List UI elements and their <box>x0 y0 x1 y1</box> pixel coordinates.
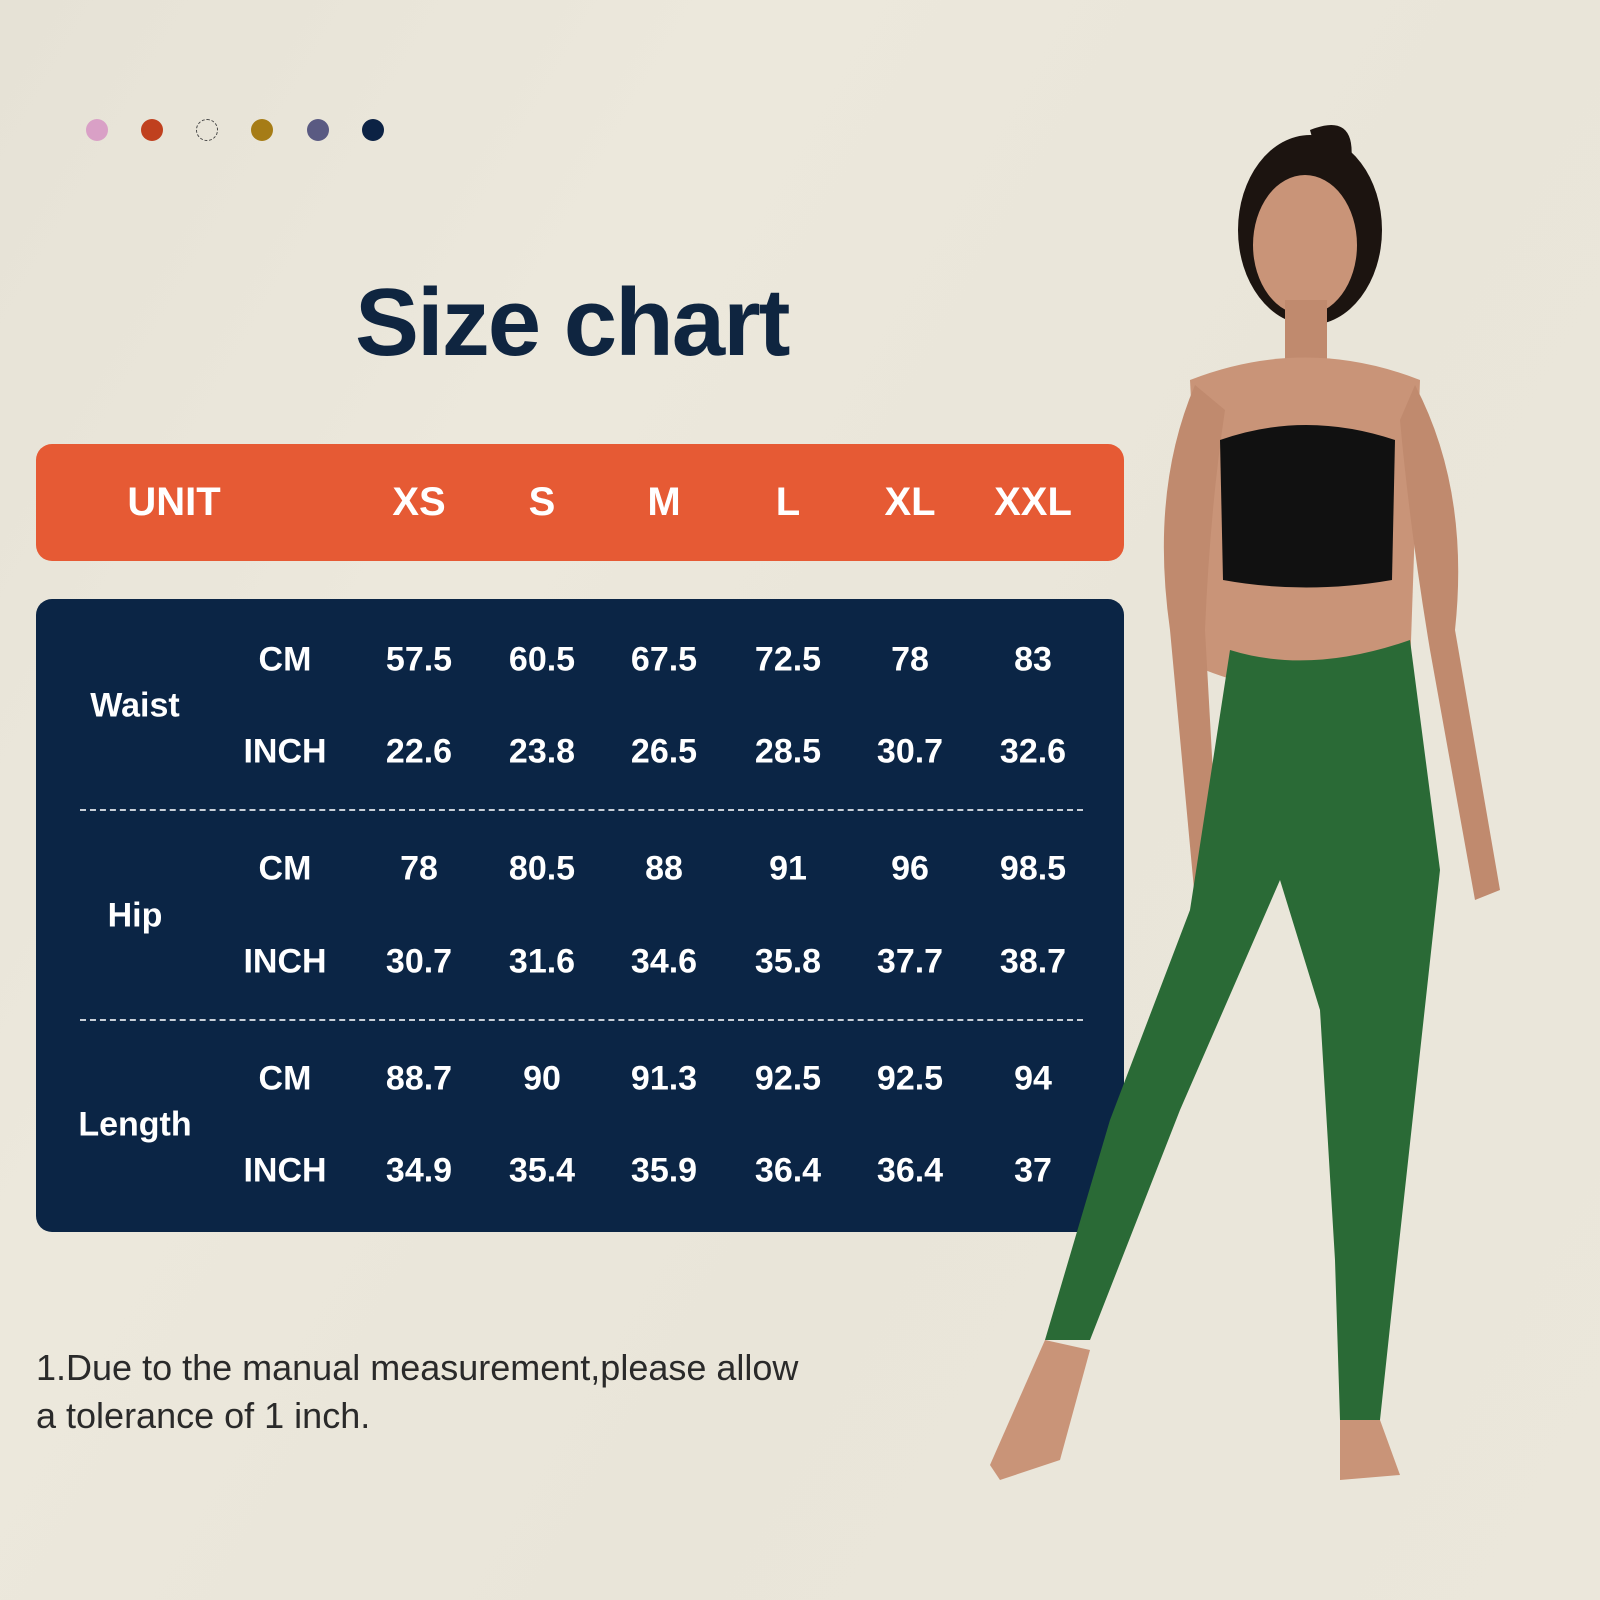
value-cell: 80.5 <box>508 849 576 888</box>
header-size-xxl: XXL <box>994 480 1072 524</box>
color-swatch-none <box>196 119 218 141</box>
value-cell: 37 <box>1014 1151 1052 1190</box>
measurement-note: 1.Due to the manual measurement,please a… <box>36 1344 798 1440</box>
value-cell: 92.5 <box>754 1059 822 1098</box>
unit-inch: INCH <box>243 942 327 981</box>
value-cell: 94 <box>1014 1059 1052 1098</box>
row-label-hip: Hip <box>107 896 163 934</box>
value-cell: 36.4 <box>754 1151 822 1190</box>
value-cell: 30.7 <box>876 732 944 771</box>
color-swatch-mustard <box>251 119 273 141</box>
value-cell: 38.7 <box>999 942 1067 981</box>
value-cell: 88.7 <box>385 1059 453 1098</box>
value-cell: 22.6 <box>385 732 453 771</box>
value-cell: 30.7 <box>385 942 453 981</box>
color-swatch-pink <box>86 119 108 141</box>
header-size-l: L <box>775 480 801 524</box>
unit-cm: CM <box>258 1059 312 1098</box>
left-arm <box>1163 385 1225 900</box>
value-cell: 23.8 <box>508 732 576 771</box>
value-cell: 72.5 <box>754 640 822 679</box>
header-unit: UNIT <box>127 480 221 524</box>
unit-inch: INCH <box>243 1151 327 1190</box>
unit-cm: CM <box>258 849 312 888</box>
note-line-1: 1.Due to the manual measurement,please a… <box>36 1347 799 1388</box>
value-cell: 98.5 <box>999 849 1067 888</box>
unit-inch: INCH <box>243 732 327 771</box>
value-cell: 92.5 <box>876 1059 944 1098</box>
size-table: Waist CM INCH 57.5 60.5 67.5 72.5 78 83 22.6 23.8 2… <box>36 599 1124 1232</box>
leggings <box>1045 640 1440 1420</box>
value-cell: 26.5 <box>630 732 698 771</box>
value-cell: 90 <box>523 1059 561 1098</box>
value-cell: 78 <box>400 849 438 888</box>
size-header-bar: UNIT XS S M L XL XXL <box>36 444 1124 561</box>
header-size-s: S <box>528 480 556 524</box>
value-cell: 88 <box>645 849 683 888</box>
header-size-xl: XL <box>884 480 936 524</box>
value-cell: 32.6 <box>999 732 1067 771</box>
value-cell: 36.4 <box>876 1151 944 1190</box>
color-swatch-rust <box>141 119 163 141</box>
header-size-m: M <box>647 480 681 524</box>
color-swatch-navy <box>362 119 384 141</box>
neck <box>1285 300 1327 360</box>
value-cell: 91 <box>769 849 807 888</box>
unit-cm: CM <box>258 640 312 679</box>
row-label-length: Length <box>78 1105 192 1144</box>
header-size-xs: XS <box>392 480 446 524</box>
right-foot <box>1340 1420 1400 1480</box>
value-cell: 60.5 <box>508 640 576 679</box>
row-label-waist: Waist <box>90 686 180 725</box>
value-cell: 28.5 <box>754 732 822 771</box>
color-swatch-slate-purple <box>307 119 329 141</box>
value-cell: 67.5 <box>630 640 698 679</box>
page-title: Size chart <box>355 269 791 376</box>
left-foot <box>990 1340 1090 1480</box>
right-arm <box>1400 385 1500 900</box>
note-line-2: a tolerance of 1 inch. <box>36 1395 371 1436</box>
row-divider <box>80 1019 1083 1021</box>
value-cell: 35.4 <box>508 1151 576 1190</box>
value-cell: 96 <box>891 849 929 888</box>
sports-bra <box>1220 425 1395 588</box>
value-cell: 78 <box>891 640 929 679</box>
value-cell: 37.7 <box>876 942 944 981</box>
value-cell: 35.9 <box>630 1151 698 1190</box>
value-cell: 34.9 <box>385 1151 453 1190</box>
value-cell: 91.3 <box>630 1059 698 1098</box>
value-cell: 35.8 <box>754 942 822 981</box>
face <box>1253 175 1357 315</box>
row-divider <box>80 809 1083 811</box>
model-photo <box>990 125 1500 1480</box>
value-cell: 57.5 <box>385 640 453 679</box>
value-cell: 31.6 <box>508 942 576 981</box>
value-cell: 83 <box>1014 640 1052 679</box>
value-cell: 34.6 <box>630 942 698 981</box>
